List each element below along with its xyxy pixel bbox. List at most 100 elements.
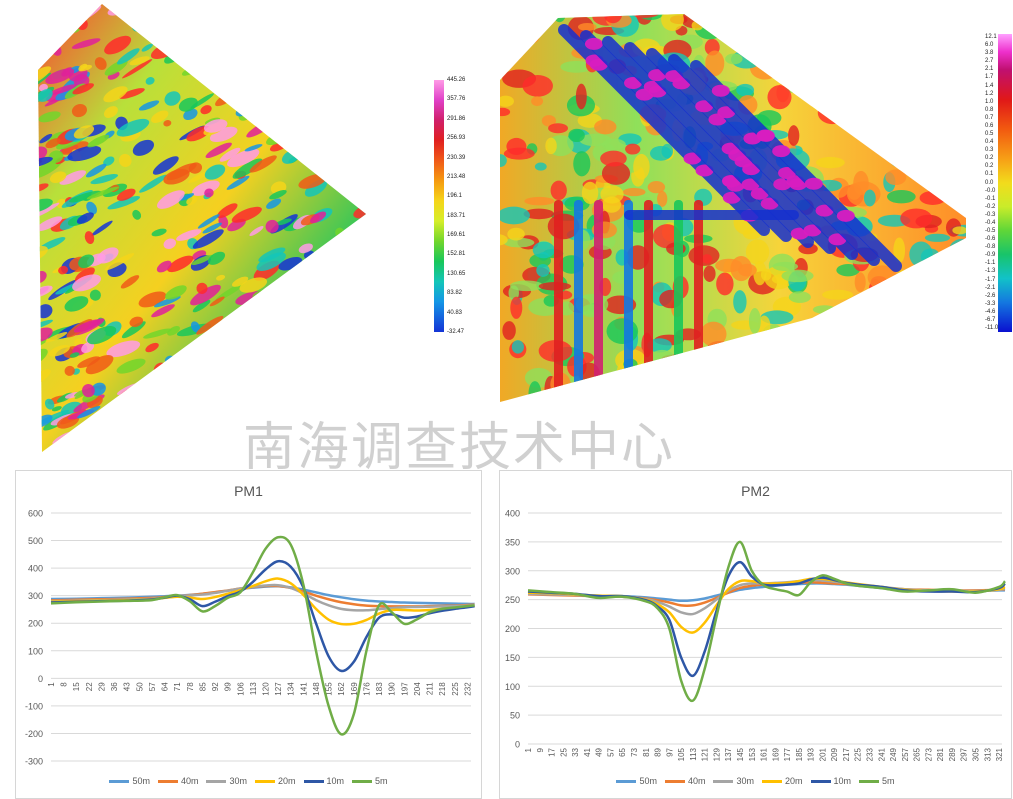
x-tick-label: 9 bbox=[536, 747, 545, 752]
legend-label: 30m bbox=[229, 776, 247, 786]
legend-item: 5m bbox=[352, 776, 388, 786]
x-tick-label: 1 bbox=[47, 682, 56, 687]
x-tick-label: 15 bbox=[72, 682, 81, 691]
x-tick-label: 71 bbox=[173, 682, 182, 691]
x-tick-label: 321 bbox=[995, 747, 1004, 761]
chart-panel-pm1: PM1 -300 -200 -100 0 100 200 300 400 500 600 1 8 15 2… bbox=[15, 470, 482, 799]
scale-label: 1.7 bbox=[985, 74, 994, 81]
x-tick-label: 289 bbox=[948, 747, 957, 761]
x-tick-label: 281 bbox=[936, 747, 945, 761]
x-tick-label: 176 bbox=[362, 682, 371, 696]
x-tick-label: 134 bbox=[287, 682, 296, 696]
scale-label: -11.0 bbox=[985, 325, 999, 331]
scale-label: 83.82 bbox=[447, 290, 463, 297]
x-tick-label: 297 bbox=[960, 747, 969, 761]
scale-label: 0.4 bbox=[985, 139, 994, 146]
legend-item: 10m bbox=[810, 776, 851, 786]
x-tick-label: 43 bbox=[123, 682, 132, 691]
scale-label: 0.3 bbox=[985, 147, 994, 154]
scale-label: 0.2 bbox=[985, 163, 994, 170]
y-tick-label: 350 bbox=[505, 537, 520, 547]
chart-title-pm2: PM2 bbox=[741, 483, 770, 499]
x-tick-label: 113 bbox=[689, 747, 698, 760]
x-tick-label: 92 bbox=[211, 682, 220, 691]
y-tick-label: 0 bbox=[38, 674, 43, 684]
scale-label: -2.6 bbox=[985, 292, 996, 299]
scale-label: 6.0 bbox=[985, 42, 994, 49]
scale-label: -3.3 bbox=[985, 300, 996, 307]
y-tick-label: 300 bbox=[28, 591, 43, 601]
legend-swatch bbox=[157, 780, 178, 784]
x-tick-label: 57 bbox=[148, 682, 157, 691]
x-tick-label: 22 bbox=[85, 682, 94, 691]
scale-label: 169.61 bbox=[447, 232, 466, 239]
x-tick-label: 169 bbox=[771, 747, 780, 761]
y-tick-label: 400 bbox=[28, 564, 43, 574]
scale-label: -1.1 bbox=[985, 260, 996, 267]
scale-label: 445.26 bbox=[447, 77, 466, 83]
scale-label: -2.1 bbox=[985, 284, 996, 291]
x-tick-label: 121 bbox=[701, 747, 710, 761]
x-tick-label: 57 bbox=[606, 747, 615, 756]
legend-label: 40m bbox=[687, 776, 706, 786]
legend-swatch bbox=[762, 780, 782, 784]
x-tick-label: 162 bbox=[337, 682, 346, 696]
x-tick-label: 141 bbox=[299, 682, 308, 696]
x-tick-label: 36 bbox=[110, 682, 119, 691]
x-tick-label: 99 bbox=[224, 682, 233, 691]
x-tick-label: 211 bbox=[426, 682, 435, 695]
legend-label: 50m bbox=[639, 776, 657, 786]
x-tick-label: 1 bbox=[524, 747, 533, 752]
legend-item: 30m bbox=[206, 776, 247, 786]
y-tick-label: 200 bbox=[28, 619, 43, 629]
map1-color-scale bbox=[434, 80, 444, 332]
scale-label: 2.1 bbox=[985, 66, 994, 73]
legend-swatch bbox=[859, 780, 880, 784]
x-tick-label: 81 bbox=[642, 747, 651, 756]
scale-label: -0.8 bbox=[985, 244, 996, 251]
scale-label: 2.7 bbox=[985, 58, 994, 65]
x-tick-label: 105 bbox=[677, 747, 686, 761]
scale-label: -0.4 bbox=[985, 219, 996, 226]
legend-swatch bbox=[664, 780, 685, 784]
scale-label: 0.6 bbox=[985, 122, 994, 129]
x-tick-label: 197 bbox=[400, 682, 409, 696]
x-tick-label: 29 bbox=[97, 682, 106, 691]
legend-swatch bbox=[713, 780, 734, 784]
x-tick-label: 241 bbox=[877, 747, 886, 761]
scale-label: 12.1 bbox=[985, 34, 997, 40]
scale-label: 291.86 bbox=[447, 115, 466, 122]
legend-swatch bbox=[810, 780, 831, 784]
scale-label: 0.2 bbox=[985, 155, 994, 162]
legend-swatch bbox=[616, 780, 637, 784]
watermark-text: 南海调查技术中心 bbox=[243, 418, 676, 478]
y-tick-label: 100 bbox=[505, 682, 520, 692]
scale-label: 357.76 bbox=[447, 96, 466, 103]
legend-swatch bbox=[303, 780, 324, 784]
x-tick-label: 232 bbox=[463, 682, 472, 696]
y-tick-label: -100 bbox=[25, 701, 43, 711]
legend-swatch bbox=[109, 780, 130, 784]
x-tick-label: 78 bbox=[186, 682, 195, 691]
legend-label: 10m bbox=[326, 776, 345, 786]
x-tick-label: 65 bbox=[618, 747, 627, 756]
x-tick-label: 177 bbox=[783, 747, 792, 761]
x-tick-label: 161 bbox=[760, 747, 769, 761]
x-tick-label: 201 bbox=[818, 747, 827, 761]
x-tick-label: 148 bbox=[312, 682, 321, 696]
x-tick-label: 313 bbox=[983, 747, 992, 761]
scale-label: 40.83 bbox=[447, 309, 463, 316]
x-tick-label: 33 bbox=[571, 747, 580, 756]
x-tick-label: 127 bbox=[274, 682, 283, 696]
series-line-5m bbox=[50, 535, 475, 736]
y-tick-label: 50 bbox=[510, 711, 520, 721]
x-tick-label: 225 bbox=[451, 682, 460, 696]
y-tick-label: 500 bbox=[28, 536, 43, 546]
scale-label: 1.4 bbox=[985, 82, 994, 89]
series-line-10m bbox=[50, 559, 475, 673]
legend-item: 40m bbox=[157, 776, 198, 786]
scale-label: 1.0 bbox=[985, 98, 994, 105]
x-tick-label: 273 bbox=[924, 747, 933, 761]
x-tick-label: 204 bbox=[413, 682, 422, 696]
x-tick-label: 145 bbox=[736, 747, 745, 761]
